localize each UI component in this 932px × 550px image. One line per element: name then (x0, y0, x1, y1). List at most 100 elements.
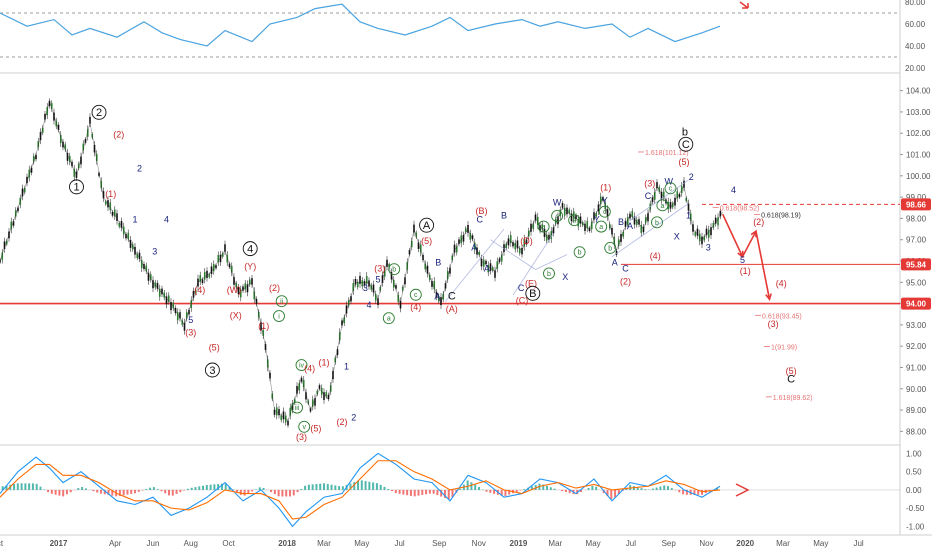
price-candle-body (3, 241, 6, 249)
wave-label: a (387, 316, 391, 323)
wave-label: (1) (600, 183, 611, 193)
price-candle-body (363, 281, 366, 286)
macd-histogram-bar (107, 489, 110, 495)
price-candle-body (165, 296, 168, 305)
price-candle-body (570, 213, 573, 222)
wave-label: (2) (753, 217, 764, 227)
price-candle-body (59, 135, 62, 143)
macd-histogram-bar (77, 488, 80, 490)
price-candle-body (435, 291, 438, 298)
price-candle-body (68, 155, 71, 163)
macd-histogram-bar (62, 489, 65, 497)
macd-histogram-bar (353, 482, 356, 490)
macd-histogram-bar (387, 488, 390, 490)
wave-label: b (547, 271, 551, 278)
macd-histogram-bar (659, 486, 662, 490)
price-candle-body (631, 211, 634, 218)
macd-histogram-bar (542, 484, 545, 490)
macd-histogram-bar (443, 489, 446, 498)
wave-label: Y (594, 215, 600, 225)
time-axis-label: Mar (548, 539, 562, 548)
price-candle-body (23, 188, 26, 193)
price-candle-body (255, 298, 258, 304)
price-candle-body (489, 263, 492, 271)
price-tick-label: 91.00 (906, 363, 927, 372)
price-tick-label: 95.00 (906, 278, 927, 287)
wave-label: A (612, 257, 618, 267)
macd-histogram-bar (447, 489, 450, 500)
price-tick-label: 97.00 (906, 236, 927, 245)
wave-label: C (518, 283, 525, 293)
macd-histogram-bar (383, 486, 386, 490)
macd-histogram-bar (213, 484, 216, 490)
wave-label: (D) (520, 236, 533, 246)
price-candle-body (469, 233, 472, 240)
macd-histogram-bar (323, 483, 325, 490)
wave-label: (X) (230, 310, 242, 320)
price-candle-body (145, 265, 148, 272)
trend-channel-line (490, 239, 536, 270)
wave-label-circle (651, 216, 663, 229)
wave-label: (3) (644, 178, 655, 188)
price-tick-label: 92.00 (906, 342, 927, 351)
price-candle-body (194, 289, 197, 294)
macd-histogram-bar (549, 487, 552, 490)
price-candle-body (386, 259, 388, 267)
macd-histogram-bar (561, 489, 564, 492)
price-candle-body (311, 399, 314, 407)
macd-histogram-bar (217, 483, 220, 490)
price-candle-body (280, 415, 283, 421)
price-candle-body (136, 253, 139, 259)
macd-histogram-bar (315, 484, 318, 490)
price-candle-body (523, 238, 526, 247)
wave-label: (5) (209, 342, 220, 352)
macd-histogram-bar (273, 489, 276, 495)
price-candle-body (181, 320, 184, 325)
price-candle-body (507, 238, 510, 246)
macd-histogram-bar (330, 484, 333, 490)
price-candle-body (10, 221, 13, 230)
price-candle-body (431, 281, 433, 287)
wave-label: B (618, 217, 624, 227)
price-candle-body (656, 182, 658, 189)
macd-histogram-bar (81, 487, 84, 490)
macd-histogram-bar (523, 489, 526, 490)
macd-histogram-bar (224, 483, 227, 490)
macd-histogram-bar (375, 483, 378, 490)
wave-label: b (578, 250, 582, 257)
time-axis-label: Jun (147, 539, 160, 548)
wave-label: X (674, 232, 680, 242)
price-candle-body (404, 277, 406, 285)
price-level-badge (901, 297, 931, 310)
price-candle-body (149, 274, 152, 280)
wave-label: (1) (258, 321, 269, 331)
price-candle-body (563, 207, 566, 216)
price-candle-body (413, 224, 415, 233)
price-candle-body (683, 180, 685, 188)
macd-tick-label: 0.00 (906, 486, 922, 495)
price-candle-body (494, 270, 496, 278)
price-candle-body (48, 100, 51, 106)
price-candle-body (170, 302, 172, 311)
macd-histogram-bar (220, 483, 223, 490)
macd-histogram-bar (451, 489, 454, 497)
price-candle-body (0, 259, 1, 263)
wave-label: B (501, 210, 507, 220)
projection-arrow-head (765, 293, 772, 302)
price-candle-body (626, 217, 629, 226)
macd-histogram-bar (402, 489, 405, 495)
macd-histogram-bar (149, 487, 152, 490)
macd-histogram-bar (398, 489, 401, 494)
macd-histogram-bar (640, 488, 643, 490)
projection-arrow-line (721, 213, 744, 258)
wave-label: X (562, 272, 568, 282)
price-candle-body (669, 202, 672, 209)
macd-histogram-bar (258, 487, 261, 490)
macd-histogram-bar (519, 489, 522, 491)
price-path (0, 100, 723, 422)
wave-label: (1) (319, 357, 330, 367)
time-axis-label: May (354, 539, 369, 548)
price-candle-body (359, 275, 361, 284)
macd-histogram-bar (202, 485, 205, 490)
price-candle-body (354, 278, 357, 285)
